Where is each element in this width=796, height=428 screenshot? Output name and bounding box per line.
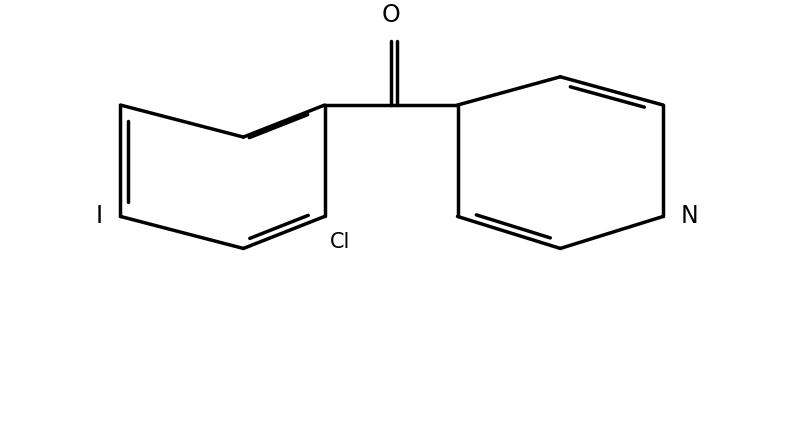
Text: N: N — [681, 205, 698, 229]
Text: Cl: Cl — [330, 232, 349, 252]
Text: I: I — [96, 205, 103, 229]
Text: O: O — [381, 3, 400, 27]
